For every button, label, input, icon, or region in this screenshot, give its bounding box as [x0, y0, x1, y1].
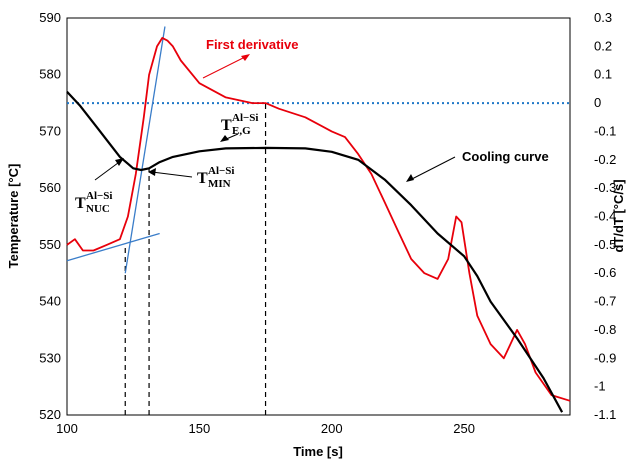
vertical-marker-lines	[124, 103, 267, 415]
x-tick-label: 250	[453, 421, 475, 436]
cooling-curve-arrowhead	[406, 174, 414, 182]
first-derivative-arrowhead	[241, 54, 250, 61]
t-eg-label: T Al−Si E,G	[221, 112, 258, 137]
y-tick-label-right: -0.7	[594, 294, 616, 309]
y-tick-label-right: -1	[594, 379, 606, 394]
y-tick-label-left: 540	[39, 294, 61, 309]
y-tick-label-left: 550	[39, 237, 61, 252]
cooling-curve-label: Cooling curve	[462, 149, 549, 164]
x-axis-title: Time [s]	[293, 444, 343, 459]
t-nuc-arrowhead	[115, 158, 124, 166]
y-tick-label-right: -0.4	[594, 209, 616, 224]
t-nuc-label: T Al−Si NUC	[75, 190, 112, 215]
y-tick-label-right: -0.2	[594, 152, 616, 167]
x-tick-label: 200	[321, 421, 343, 436]
t-nuc-sup: Al−Si	[86, 190, 112, 202]
tangent-line	[66, 232, 160, 262]
y-tick-label-left: 570	[39, 123, 61, 138]
t-nuc-sub: NUC	[86, 203, 110, 215]
t-min-sub: MIN	[208, 178, 231, 190]
y-tick-label-right: -0.3	[594, 180, 616, 195]
cooling-curve-line	[66, 90, 564, 413]
y-axis-right-title: dT/dT [°C/s]	[611, 179, 626, 252]
t-nuc-base: T	[75, 195, 86, 212]
first-derivative-arrow	[202, 55, 248, 79]
y-tick-label-right: -0.5	[594, 237, 616, 252]
tangent-line	[124, 26, 166, 274]
first-derivative-label: First derivative	[206, 37, 299, 52]
x-tick-label: 150	[189, 421, 211, 436]
tangent-lines	[66, 26, 166, 274]
x-tick-label: 100	[56, 421, 78, 436]
x-axis-ticks: 100 150 200 250	[56, 421, 475, 436]
y-tick-label-right: 0.3	[594, 10, 612, 25]
t-min-arrowhead	[148, 168, 156, 176]
t-min-arrow	[151, 171, 193, 178]
t-min-base: T	[197, 170, 208, 187]
y-tick-label-right: -0.6	[594, 265, 616, 280]
annotation-arrows	[94, 54, 456, 182]
y-tick-label-right: -0.1	[594, 123, 616, 138]
t-min-label: T Al−Si MIN	[197, 165, 234, 190]
cooling-curve-arrow	[409, 156, 456, 181]
y-axis-left-ticks: 520 530 540 550 560 570 580 590	[39, 10, 61, 422]
y-axis-right-ticks: -1.1 -1 -0.9 -0.8 -0.7 -0.6 -0.5 -0.4 -0.3 -0.2 -0…	[594, 10, 616, 422]
y-tick-label-left: 590	[39, 10, 61, 25]
plot-frame	[66, 17, 571, 416]
y-tick-label-right: -0.9	[594, 350, 616, 365]
y-tick-label-right: 0	[594, 95, 601, 110]
t-eg-sup: Al−Si	[232, 112, 258, 124]
t-min-sup: Al−Si	[208, 165, 234, 177]
y-tick-label-left: 560	[39, 180, 61, 195]
y-tick-label-right: 0.1	[594, 67, 612, 82]
t-eg-base: T	[221, 117, 232, 134]
y-tick-label-right: -0.8	[594, 322, 616, 337]
y-axis-left-title: Temperature [°C]	[6, 164, 21, 269]
y-tick-label-left: 530	[39, 350, 61, 365]
y-tick-label-right: -1.1	[594, 407, 616, 422]
first-derivative-line	[66, 37, 571, 402]
t-eg-sub: E,G	[232, 125, 251, 137]
y-tick-label-right: 0.2	[594, 38, 612, 53]
y-tick-label-left: 520	[39, 407, 61, 422]
y-tick-label-left: 580	[39, 67, 61, 82]
t-eg-arrowhead	[220, 135, 229, 142]
